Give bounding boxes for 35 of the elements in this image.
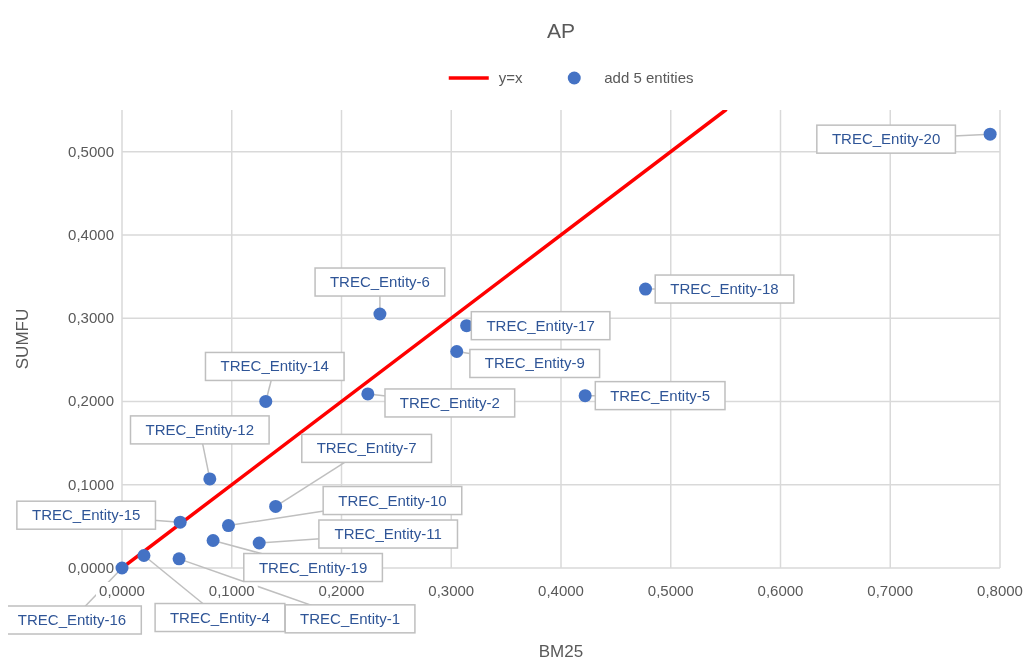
y-tick-label: 0,4000 bbox=[68, 225, 114, 243]
annotation: TREC_Entity-19 bbox=[258, 558, 368, 576]
annotation: TREC_Entity-6 bbox=[329, 273, 430, 291]
y-tick-label: 0,1000 bbox=[68, 475, 114, 493]
x-tick-label: 0,4000 bbox=[538, 582, 584, 599]
x-tick-label: 0,8000 bbox=[977, 582, 1023, 599]
y-tick-label: 0,3000 bbox=[68, 309, 114, 327]
annotation: TREC_Entity-15 bbox=[31, 506, 141, 524]
x-tick-label: 0,6000 bbox=[757, 582, 804, 599]
annotation: TREC_Entity-4 bbox=[169, 608, 270, 626]
y-tick-label: 0,5000 bbox=[68, 142, 114, 160]
annotation: TREC_Entity-17 bbox=[486, 316, 595, 334]
annotation: TREC_Entity-14 bbox=[220, 357, 329, 375]
annotation: TREC_Entity-1 bbox=[300, 609, 401, 627]
annotation: TREC_Entity-7 bbox=[316, 439, 417, 457]
x-tick-label: 0,0000 bbox=[99, 582, 145, 599]
y-axis-title: SUMFU bbox=[13, 308, 32, 370]
annotation: TREC_Entity-12 bbox=[145, 420, 254, 438]
x-tick-label: 0,3000 bbox=[428, 582, 475, 599]
x-tick-label: 0,7000 bbox=[867, 582, 914, 599]
annotation: TREC_Entity-20 bbox=[831, 130, 941, 148]
legend-label: y=x bbox=[498, 69, 524, 86]
x-tick-label: 0,1000 bbox=[208, 582, 255, 599]
legend-label: add 5 entities bbox=[604, 69, 694, 86]
chart-title: AP bbox=[546, 19, 576, 42]
annotation: TREC_Entity-16 bbox=[17, 611, 127, 628]
annotation: TREC_Entity-9 bbox=[484, 354, 585, 372]
y-tick-label: 0,0000 bbox=[68, 559, 114, 576]
x-tick-label: 0,5000 bbox=[647, 582, 694, 599]
annotation: TREC_Entity-11 bbox=[334, 525, 442, 543]
x-tick-label: 0,2000 bbox=[318, 582, 365, 599]
annotation: TREC_Entity-10 bbox=[338, 491, 447, 509]
x-axis-title: BM25 bbox=[538, 642, 584, 659]
y-tick-label: 0,2000 bbox=[68, 392, 114, 410]
annotation: TREC_Entity-2 bbox=[399, 393, 500, 411]
